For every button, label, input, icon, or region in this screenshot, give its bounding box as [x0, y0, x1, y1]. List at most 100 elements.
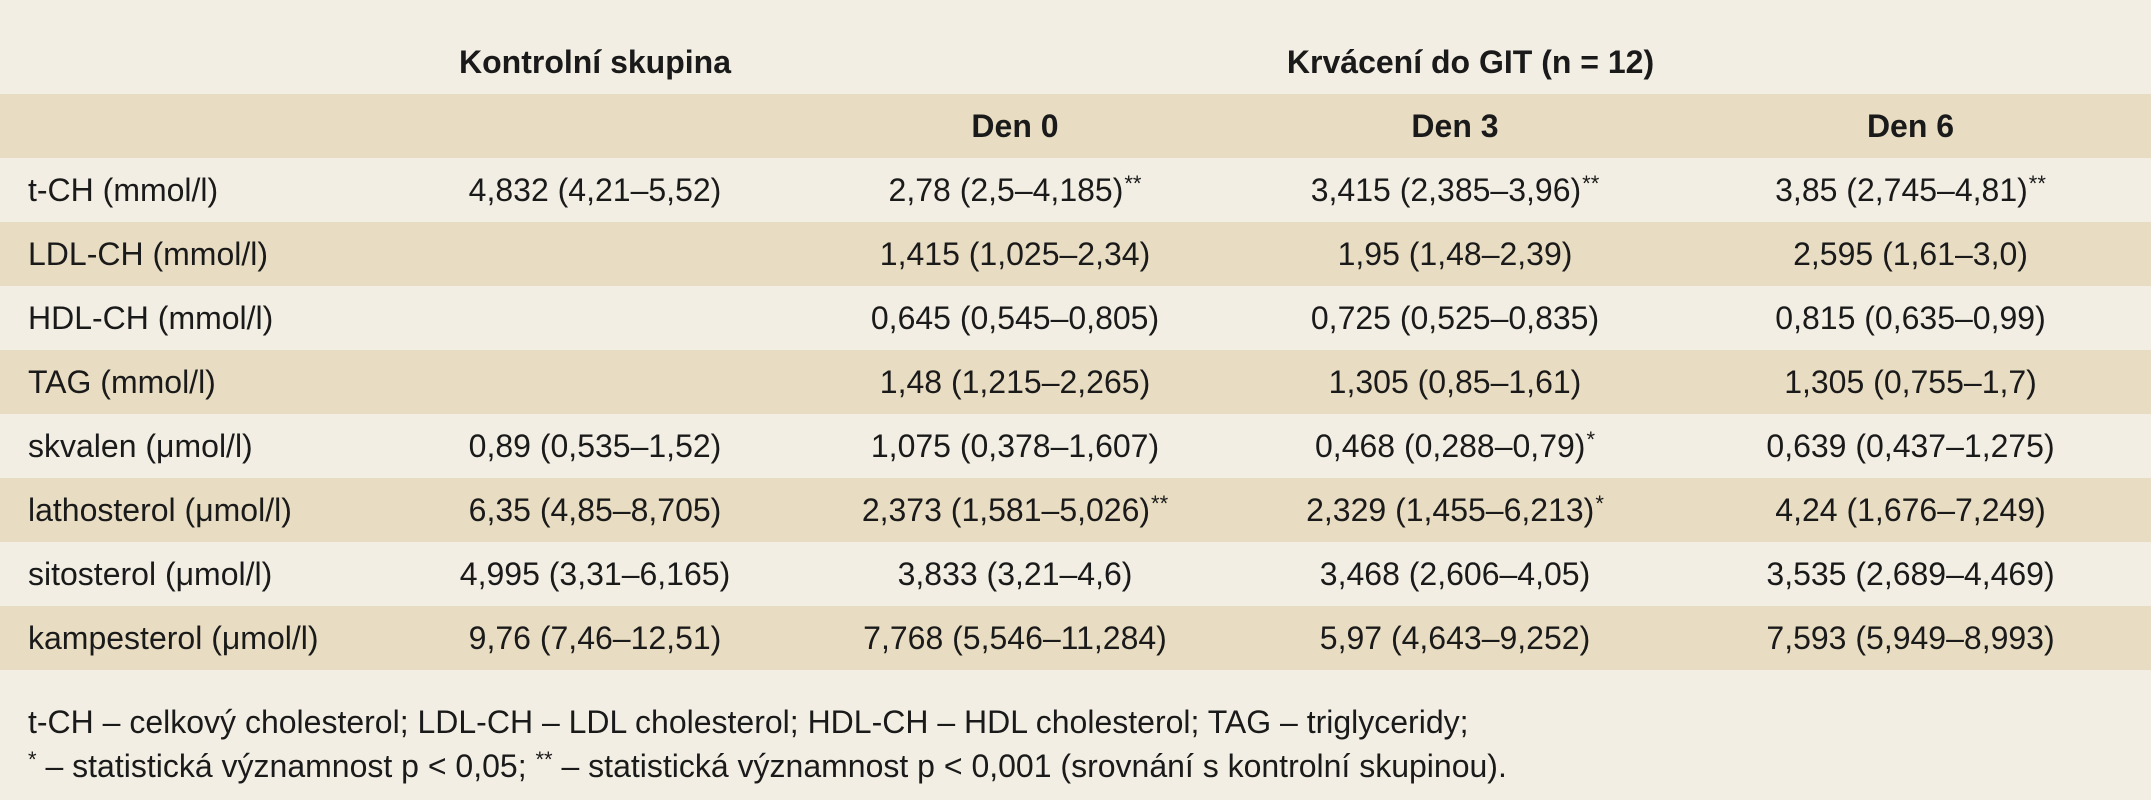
- day3-value-cell: 0,725 (0,525–0,835): [1240, 286, 1670, 350]
- row-label: lathosterol (μmol/l): [0, 478, 400, 542]
- day0-value-cell: 0,645 (0,545–0,805): [790, 286, 1240, 350]
- cell-value: 2,595 (1,61–3,0): [1793, 236, 2028, 272]
- significance-marker: **: [2028, 171, 2046, 196]
- sig-text-single: – statistická významnost p < 0,05;: [36, 748, 536, 784]
- cell-value: 3,535 (2,689–4,469): [1766, 556, 2055, 592]
- control-value-cell: 4,995 (3,31–6,165): [400, 542, 790, 606]
- footnote-abbreviations: t-CH – celkový cholesterol; LDL-CH – LDL…: [28, 704, 1469, 740]
- cell-value: 2,329 (1,455–6,213): [1306, 492, 1595, 528]
- row-label: LDL-CH (mmol/l): [0, 222, 400, 286]
- cell-value: 2,78 (2,5–4,185): [888, 172, 1124, 208]
- day3-header: Den 3: [1240, 94, 1670, 158]
- day6-value-cell: 7,593 (5,949–8,993): [1670, 606, 2151, 670]
- day0-header: Den 0: [790, 94, 1240, 158]
- table-row: sitosterol (μmol/l) 4,995 (3,31–6,165) 3,8…: [0, 542, 2151, 606]
- cell-value: 3,833 (3,21–4,6): [897, 556, 1133, 592]
- control-value-cell: [400, 350, 790, 414]
- cell-value: 3,415 (2,385–3,96): [1310, 172, 1582, 208]
- day6-value-cell: 2,595 (1,61–3,0): [1670, 222, 2151, 286]
- row-label: skvalen (μmol/l): [0, 414, 400, 478]
- day6-value-cell: 4,24 (1,676–7,249): [1670, 478, 2151, 542]
- footnote-significance: * – statistická významnost p < 0,05; ** …: [28, 744, 2128, 788]
- cell-value: 6,35 (4,85–8,705): [468, 492, 722, 528]
- day0-value-cell: 7,768 (5,546–11,284): [790, 606, 1240, 670]
- day6-value-cell: 1,305 (0,755–1,7): [1670, 350, 2151, 414]
- cell-value: 0,89 (0,535–1,52): [468, 428, 722, 464]
- day6-value-cell: 3,85 (2,745–4,81)**: [1670, 158, 2151, 222]
- significance-marker: **: [1151, 491, 1169, 516]
- control-value-cell: 6,35 (4,85–8,705): [400, 478, 790, 542]
- cell-value: 3,85 (2,745–4,81): [1775, 172, 2028, 208]
- table-body: t-CH (mmol/l) 4,832 (4,21–5,52) 2,78 (2,5–…: [0, 158, 2151, 670]
- significance-marker: **: [1124, 171, 1142, 196]
- cell-value: 0,815 (0,635–0,99): [1775, 300, 2046, 336]
- cell-value: 1,075 (0,378–1,607): [870, 428, 1160, 464]
- day3-value-cell: 5,97 (4,643–9,252): [1240, 606, 1670, 670]
- day6-value-cell: 0,815 (0,635–0,99): [1670, 286, 2151, 350]
- table-footnotes: t-CH – celkový cholesterol; LDL-CH – LDL…: [28, 700, 2128, 788]
- control-value-cell: 9,76 (7,46–12,51): [400, 606, 790, 670]
- row-label: kampesterol (μmol/l): [0, 606, 400, 670]
- sig-text-double: – statistická významnost p < 0,001 (srov…: [552, 748, 1507, 784]
- cell-value: 0,725 (0,525–0,835): [1310, 300, 1600, 336]
- day3-value-cell: 1,305 (0,85–1,61): [1240, 350, 1670, 414]
- cell-value: 5,97 (4,643–9,252): [1319, 620, 1591, 656]
- control-value-cell: 0,89 (0,535–1,52): [400, 414, 790, 478]
- bleeding-group-header: Krvácení do GIT (n = 12): [790, 30, 2151, 94]
- row-label: sitosterol (μmol/l): [0, 542, 400, 606]
- day6-value-cell: 0,639 (0,437–1,275): [1670, 414, 2151, 478]
- table-row: kampesterol (μmol/l) 9,76 (7,46–12,51) 7,7…: [0, 606, 2151, 670]
- day6-value-cell: 3,535 (2,689–4,469): [1670, 542, 2151, 606]
- cell-value: 1,415 (1,025–2,34): [879, 236, 1151, 272]
- control-value-cell: [400, 222, 790, 286]
- group-header-row: Kontrolní skupina Krvácení do GIT (n = 1…: [0, 30, 2151, 94]
- day3-value-cell: 3,468 (2,606–4,05): [1240, 542, 1670, 606]
- table-row: LDL-CH (mmol/l) 1,415 (1,025–2,34) 1,95 (1…: [0, 222, 2151, 286]
- day3-value-cell: 2,329 (1,455–6,213)*: [1240, 478, 1670, 542]
- cell-value: 1,95 (1,48–2,39): [1337, 236, 1573, 272]
- significance-marker: *: [1586, 427, 1595, 452]
- control-value-cell: [400, 286, 790, 350]
- day0-value-cell: 2,78 (2,5–4,185)**: [790, 158, 1240, 222]
- day3-value-cell: 1,95 (1,48–2,39): [1240, 222, 1670, 286]
- cell-value: 4,832 (4,21–5,52): [468, 172, 722, 208]
- day3-value-cell: 3,415 (2,385–3,96)**: [1240, 158, 1670, 222]
- cell-value: 7,768 (5,546–11,284): [863, 620, 1167, 656]
- table-row: HDL-CH (mmol/l) 0,645 (0,545–0,805) 0,725 …: [0, 286, 2151, 350]
- table-row: lathosterol (μmol/l) 6,35 (4,85–8,705) 2,3…: [0, 478, 2151, 542]
- cell-value: 0,468 (0,288–0,79): [1315, 428, 1586, 464]
- row-label: t-CH (mmol/l): [0, 158, 400, 222]
- cell-value: 1,305 (0,755–1,7): [1784, 364, 2037, 400]
- day0-value-cell: 2,373 (1,581–5,026)**: [790, 478, 1240, 542]
- corner-empty-cell: [0, 30, 400, 94]
- day3-value-cell: 0,468 (0,288–0,79)*: [1240, 414, 1670, 478]
- significance-marker: *: [1595, 491, 1604, 516]
- day-header-row: Den 0 Den 3 Den 6: [0, 94, 2151, 158]
- cell-value: 0,645 (0,545–0,805): [870, 300, 1160, 336]
- cell-value: 9,76 (7,46–12,51): [468, 620, 722, 656]
- cell-value: 0,639 (0,437–1,275): [1766, 428, 2055, 464]
- cell-value: 4,24 (1,676–7,249): [1775, 492, 2046, 528]
- cell-value: 4,995 (3,31–6,165): [459, 556, 731, 592]
- control-group-header: Kontrolní skupina: [400, 30, 790, 94]
- row-label: HDL-CH (mmol/l): [0, 286, 400, 350]
- empty-label-cell: [0, 94, 400, 158]
- results-table: Kontrolní skupina Krvácení do GIT (n = 1…: [0, 30, 2151, 670]
- day0-value-cell: 1,415 (1,025–2,34): [790, 222, 1240, 286]
- day0-value-cell: 1,48 (1,215–2,265): [790, 350, 1240, 414]
- significance-marker: **: [1582, 171, 1600, 196]
- empty-control-cell: [400, 94, 790, 158]
- table-row: t-CH (mmol/l) 4,832 (4,21–5,52) 2,78 (2,5–…: [0, 158, 2151, 222]
- cell-value: 7,593 (5,949–8,993): [1766, 620, 2055, 656]
- cell-value: 2,373 (1,581–5,026): [861, 492, 1151, 528]
- day6-header: Den 6: [1670, 94, 2151, 158]
- table-row: TAG (mmol/l) 1,48 (1,215–2,265) 1,305 (0,8…: [0, 350, 2151, 414]
- cell-value: 3,468 (2,606–4,05): [1319, 556, 1591, 592]
- sig-marker-single: *: [28, 747, 37, 772]
- day0-value-cell: 3,833 (3,21–4,6): [790, 542, 1240, 606]
- cell-value: 1,48 (1,215–2,265): [879, 364, 1151, 400]
- day0-value-cell: 1,075 (0,378–1,607): [790, 414, 1240, 478]
- row-label: TAG (mmol/l): [0, 350, 400, 414]
- control-value-cell: 4,832 (4,21–5,52): [400, 158, 790, 222]
